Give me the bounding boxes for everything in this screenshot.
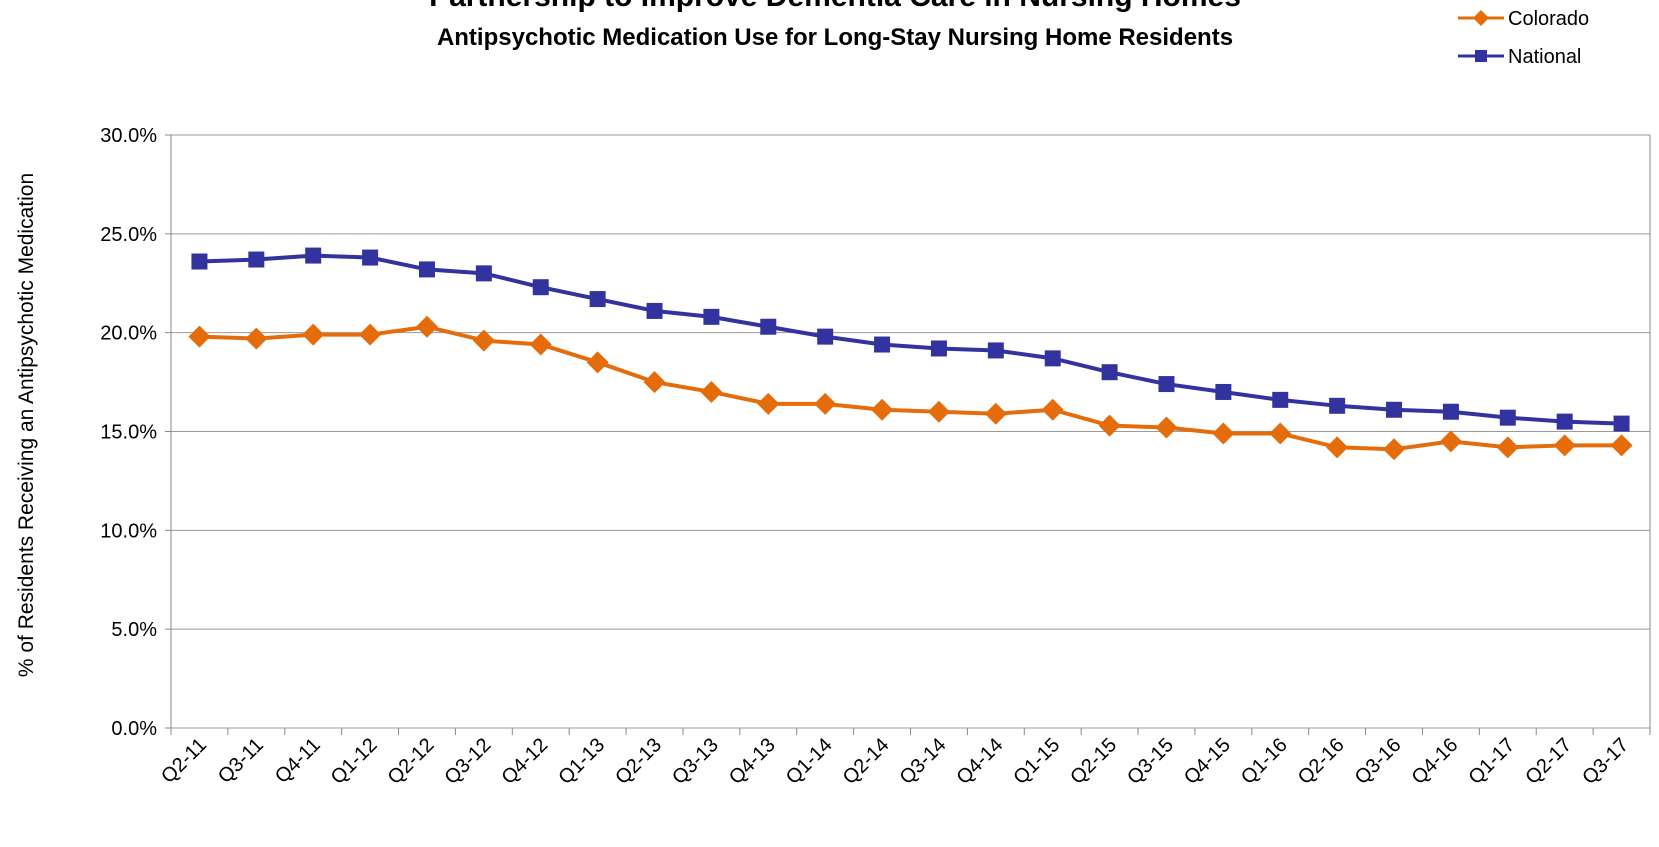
point	[1556, 413, 1573, 430]
point	[871, 398, 894, 421]
point	[927, 400, 950, 423]
x-tick-label: Q2-12	[384, 734, 439, 789]
point	[1269, 422, 1292, 445]
point	[1101, 364, 1118, 381]
x-tick-label: Q3-13	[668, 734, 723, 789]
x-tick-label: Q4-14	[952, 734, 1007, 789]
legend-label: Colorado	[1508, 8, 1589, 30]
x-tick-label: Q3-14	[896, 734, 951, 789]
point	[1155, 416, 1178, 439]
y-axis-label: % of Residents Receiving an Antipsychoti…	[15, 173, 38, 677]
point	[1386, 401, 1403, 418]
x-tick-label: Q4-11	[271, 734, 325, 788]
y-tick-label: 25.0%	[100, 224, 157, 246]
y-tick-label: 10.0%	[100, 520, 157, 542]
point	[188, 325, 211, 348]
point	[814, 392, 837, 415]
y-tick-label: 15.0%	[100, 422, 157, 444]
point	[586, 351, 609, 374]
x-tick-label: Q4-16	[1408, 734, 1463, 789]
point	[302, 323, 325, 346]
point	[1215, 383, 1232, 400]
x-tick-label: Q1-15	[1009, 734, 1064, 789]
point	[245, 327, 268, 350]
point	[415, 315, 438, 338]
point	[1553, 434, 1576, 457]
point	[1212, 422, 1235, 445]
point	[248, 251, 265, 268]
chart-subtitle: Antipsychotic Medication Use for Long-St…	[437, 24, 1233, 51]
point	[760, 318, 777, 335]
point	[1383, 438, 1406, 461]
x-tick-label: Q3-11	[214, 734, 268, 788]
legend-marker	[1475, 50, 1487, 62]
x-tick-label: Q4-12	[497, 734, 552, 789]
point	[532, 279, 549, 296]
x-tick-label: Q2-13	[611, 734, 666, 789]
point	[1041, 398, 1064, 421]
point	[418, 261, 435, 278]
point	[589, 291, 606, 308]
point	[700, 380, 723, 403]
x-tick-label: Q2-17	[1521, 734, 1576, 789]
x-tick-label: Q4-13	[725, 734, 780, 789]
x-tick-label: Q4-15	[1180, 734, 1235, 789]
point	[1098, 414, 1121, 437]
point	[1442, 403, 1459, 420]
point	[643, 371, 666, 394]
point	[305, 247, 322, 264]
point	[646, 302, 663, 319]
point	[359, 323, 382, 346]
x-tick-label: Q2-16	[1294, 734, 1349, 789]
point	[1272, 391, 1289, 408]
point	[757, 392, 780, 415]
point	[1329, 397, 1346, 414]
y-tick-label: 20.0%	[100, 323, 157, 345]
x-tick-label: Q1-14	[782, 734, 837, 789]
point	[984, 402, 1007, 425]
point	[472, 329, 495, 352]
point	[1326, 436, 1349, 459]
point	[1158, 376, 1175, 393]
y-tick-label: 5.0%	[111, 619, 157, 641]
point	[1044, 350, 1061, 367]
point	[362, 249, 379, 266]
x-tick-label: Q2-15	[1066, 734, 1121, 789]
x-tick-label: Q2-11	[157, 734, 211, 788]
x-tick-label: Q2-14	[839, 734, 894, 789]
x-tick-label: Q3-16	[1351, 734, 1406, 789]
point	[703, 308, 720, 325]
x-tick-label: Q1-13	[554, 734, 609, 789]
point	[1613, 415, 1630, 432]
point	[987, 342, 1004, 359]
point	[1499, 409, 1516, 426]
legend-marker	[1473, 10, 1489, 26]
point	[1496, 436, 1519, 459]
y-tick-label: 30.0%	[100, 125, 157, 147]
point	[475, 265, 492, 282]
point	[529, 333, 552, 356]
x-tick-label: Q1-12	[327, 734, 382, 789]
x-tick-label: Q1-16	[1237, 734, 1292, 789]
x-tick-label: Q3-15	[1123, 734, 1178, 789]
series-line	[199, 253, 1622, 426]
chart-title: Partnership to Improve Dementia Care in …	[429, 0, 1241, 13]
legend-label: National	[1508, 46, 1581, 68]
point	[874, 336, 891, 353]
point	[817, 328, 834, 345]
x-tick-label: Q3-12	[441, 734, 496, 789]
point	[930, 340, 947, 357]
point	[1610, 434, 1633, 457]
y-tick-label: 0.0%	[111, 718, 157, 740]
x-tick-label: Q1-17	[1464, 734, 1519, 789]
point	[1439, 430, 1462, 453]
point	[191, 253, 208, 270]
x-tick-label: Q3-17	[1578, 734, 1633, 789]
